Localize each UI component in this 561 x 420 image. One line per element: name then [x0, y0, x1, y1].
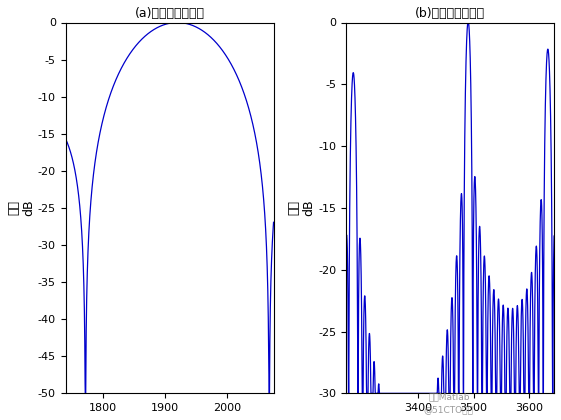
- Title: (b)距离剖面图幅度: (b)距离剖面图幅度: [415, 7, 485, 20]
- Text: 天天Matlab: 天天Matlab: [428, 392, 470, 402]
- Y-axis label: 幅度
dB: 幅度 dB: [7, 200, 35, 216]
- Title: (a)方位剖面图幅度: (a)方位剖面图幅度: [135, 7, 205, 20]
- Y-axis label: 幅度
dB: 幅度 dB: [287, 200, 315, 216]
- Text: @51CTO博客: @51CTO博客: [424, 405, 473, 414]
